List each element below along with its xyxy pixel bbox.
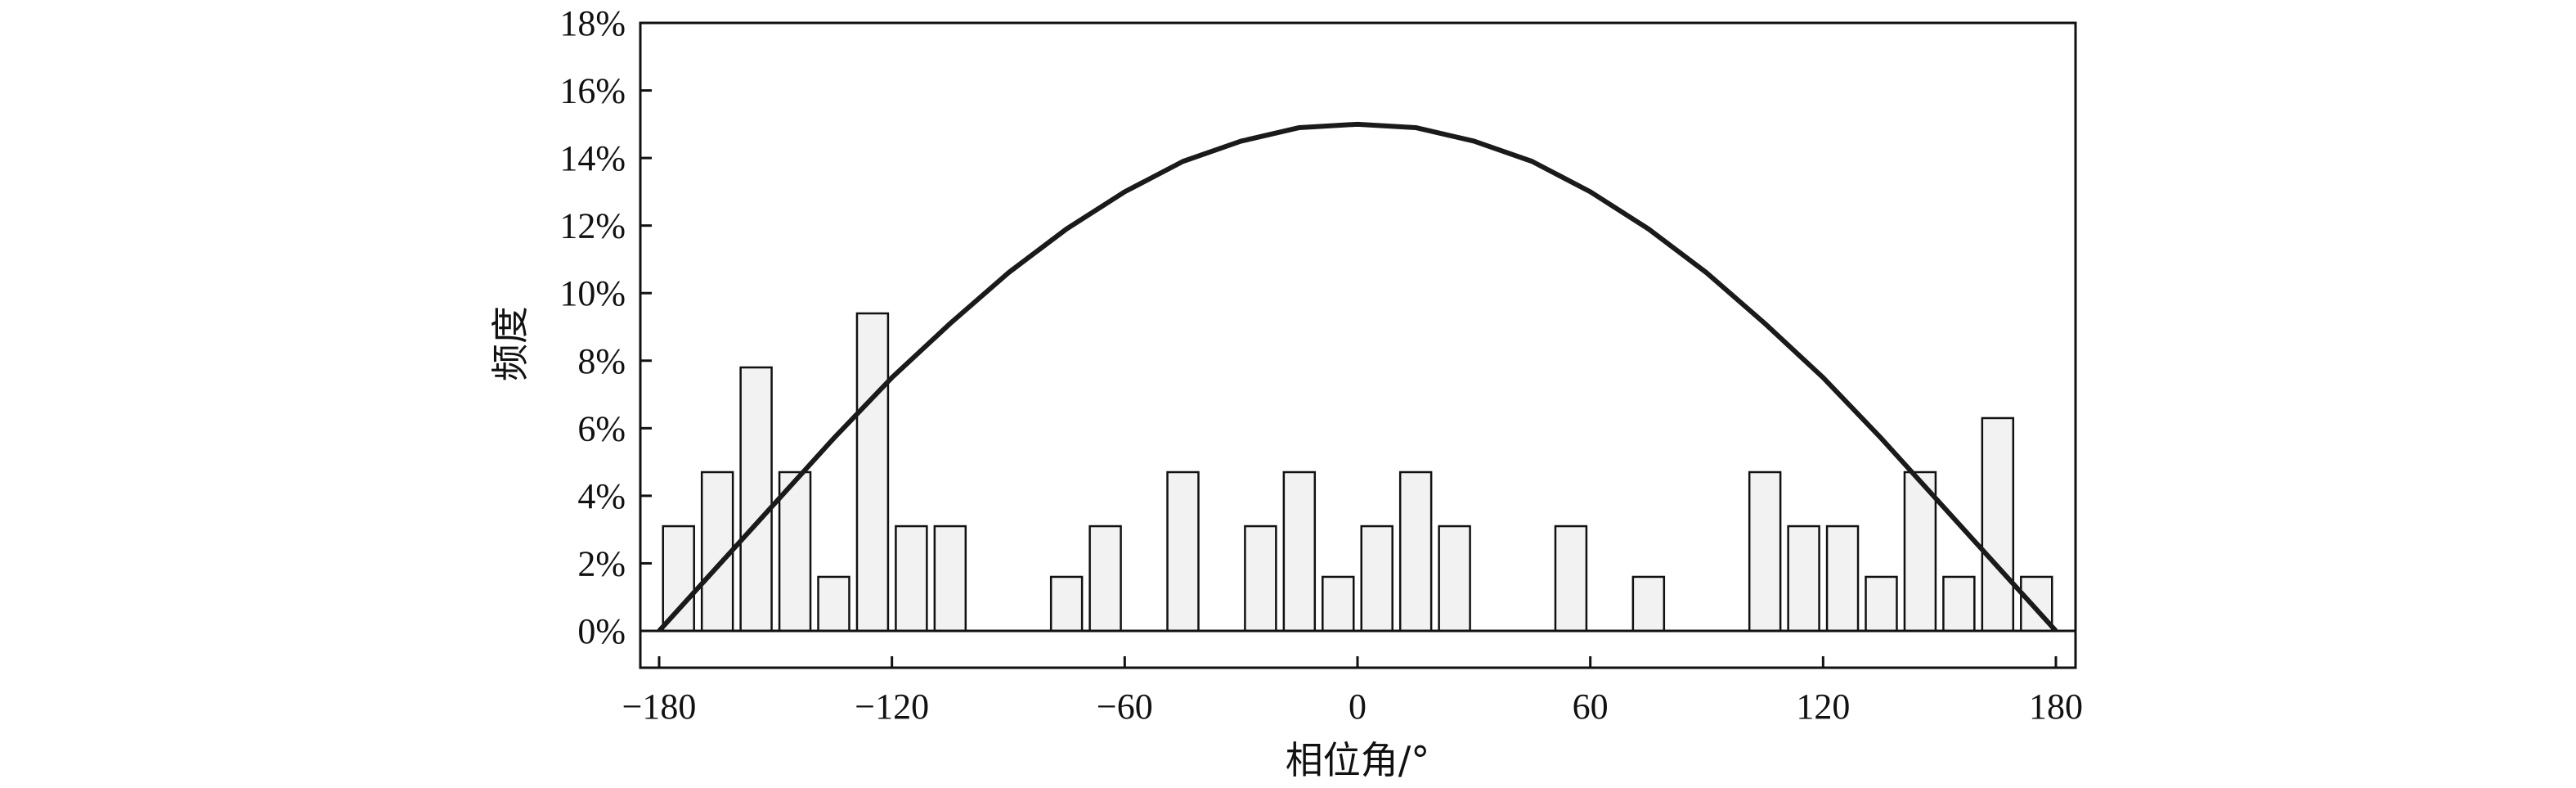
x-tick-label: 120 — [1796, 687, 1850, 727]
y-tick-label: 6% — [577, 408, 626, 448]
fitted-curve — [657, 121, 2058, 633]
y-tick-label: 12% — [559, 206, 626, 246]
bar — [1282, 471, 1317, 633]
bar — [1166, 471, 1200, 633]
x-tick-label: 180 — [2029, 687, 2083, 727]
bar — [1322, 575, 1355, 633]
y-tick-label: 14% — [559, 138, 626, 178]
bar — [1981, 417, 2015, 633]
y-tick-label: 18% — [559, 3, 626, 43]
bar-series — [662, 312, 2053, 633]
y-tick-label: 0% — [577, 611, 626, 651]
x-tick-label: 0 — [1349, 687, 1367, 727]
bar — [1554, 525, 1588, 633]
bar — [1360, 525, 1393, 633]
bar — [1088, 525, 1122, 633]
y-tick-label: 4% — [577, 476, 626, 516]
bar — [1865, 575, 1898, 633]
bar — [933, 525, 967, 633]
y-axis-ticks: 0% 2% 4% 6% 8% 10% 12% 14% 16% 18% — [559, 3, 652, 651]
bar — [662, 525, 695, 633]
bar — [855, 312, 890, 633]
x-tick-label: 60 — [1573, 687, 1609, 727]
bar — [817, 575, 850, 633]
bar — [739, 366, 773, 633]
bar — [1244, 525, 1277, 633]
bar — [1942, 575, 1976, 633]
x-tick-label: −120 — [855, 687, 929, 727]
y-tick-label: 10% — [559, 273, 626, 313]
bar — [1748, 471, 1782, 633]
x-tick-label: −180 — [622, 687, 697, 727]
bar — [1049, 575, 1084, 633]
x-tick-label: −60 — [1097, 687, 1153, 727]
bar — [1398, 471, 1433, 633]
plot-frame — [639, 21, 2077, 669]
x-axis-title: 相位角/° — [1286, 738, 1430, 782]
y-tick-label: 8% — [577, 341, 626, 381]
bar — [1825, 525, 1860, 633]
bar — [1787, 525, 1820, 633]
bar — [1631, 575, 1666, 633]
bar — [895, 525, 928, 633]
bar — [1438, 525, 1471, 633]
x-axis-ticks: −180 −120 −60 0 60 120 180 — [622, 656, 2083, 727]
y-tick-label: 16% — [559, 71, 626, 111]
y-tick-label: 2% — [577, 543, 626, 583]
y-axis-title: 频度 — [488, 306, 532, 381]
